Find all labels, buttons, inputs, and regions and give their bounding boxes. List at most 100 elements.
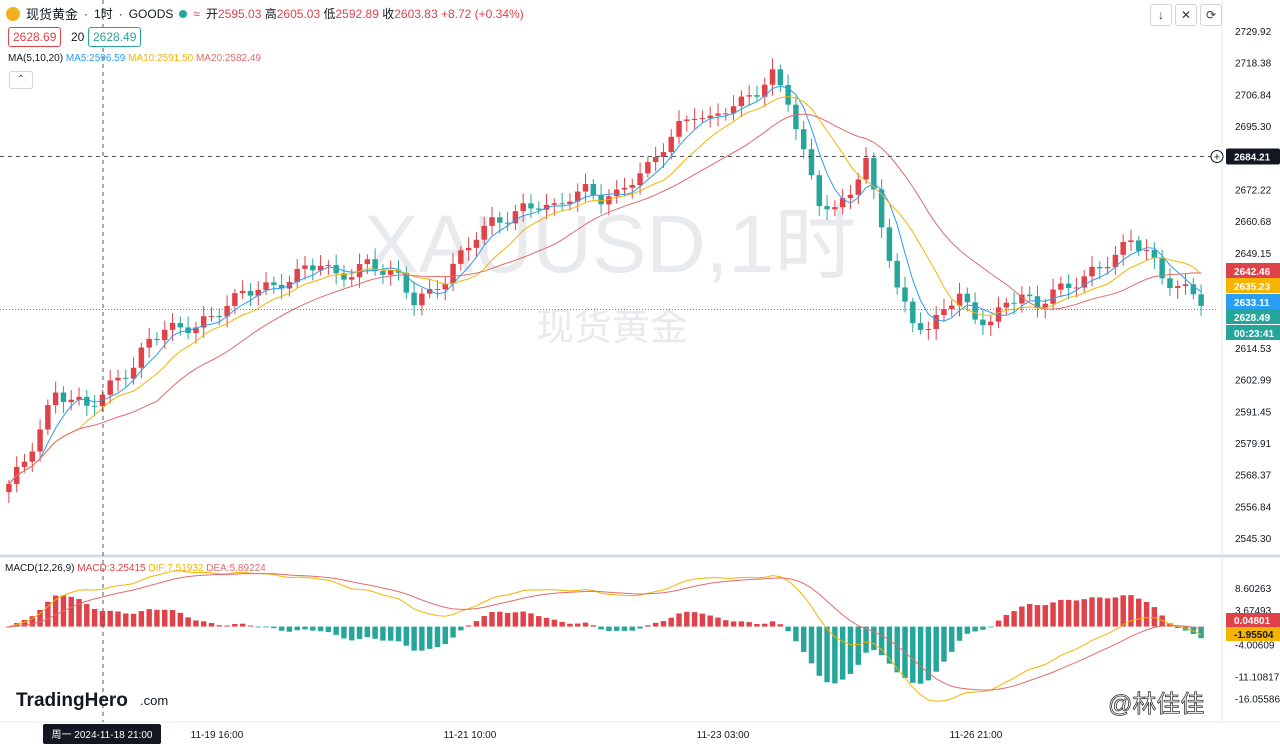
candle-body	[349, 277, 355, 280]
macd-histogram-bar	[606, 626, 612, 631]
candle-body	[341, 273, 347, 280]
macd-histogram-bar	[691, 612, 698, 627]
candle-body	[987, 321, 994, 326]
macd-histogram-bar	[1112, 597, 1119, 627]
macd-histogram-bar	[1198, 626, 1204, 639]
candle-body	[871, 158, 877, 190]
candle-body	[847, 194, 854, 199]
candle-body	[754, 95, 760, 97]
macd-histogram-bar	[1089, 597, 1095, 627]
ma-legend: MA(5,10,20) MA5:2596.59 MA10:2591.50 MA2…	[8, 53, 261, 64]
macd-histogram-bar	[6, 626, 12, 628]
macd-histogram-bar	[317, 626, 324, 632]
interval-label[interactable]: 1时	[94, 7, 113, 21]
candle-body	[606, 196, 612, 205]
macd-histogram-bar	[387, 626, 394, 641]
candle-body	[1065, 283, 1072, 289]
macd-histogram-bar	[458, 626, 464, 631]
download-button[interactable]: ↓	[1150, 4, 1172, 26]
candle-body	[1175, 286, 1181, 288]
candle-body	[310, 265, 316, 271]
candle-body	[255, 289, 261, 296]
macd-histogram-bar	[1034, 605, 1041, 627]
candle-body	[668, 136, 674, 153]
macd-histogram-bar	[652, 622, 659, 627]
candle-body	[1143, 249, 1150, 251]
price-tick-label: 2660.68	[1235, 217, 1272, 228]
price-tick-label: 2545.30	[1235, 534, 1272, 545]
macd-histogram-bar	[333, 626, 339, 635]
candle-body	[395, 269, 402, 273]
buy-price-button[interactable]: 2628.49	[88, 27, 142, 47]
macd-histogram-bar	[746, 622, 752, 627]
time-tick-label: 11-23 03:00	[697, 730, 750, 741]
macd-histogram-bar	[349, 626, 355, 641]
macd-histogram-bar	[800, 626, 807, 652]
macd-histogram-bar	[130, 613, 137, 627]
macd-histogram-bar	[294, 626, 300, 631]
ma10-line	[8, 95, 1202, 485]
candle-body	[902, 287, 908, 302]
brand-logo: TradingHero	[16, 690, 128, 711]
macd-tick-label: 8.60263	[1235, 584, 1272, 595]
macd-histogram-bar	[185, 617, 191, 627]
candle-body	[941, 309, 947, 315]
price-badge-label: 2628.49	[1234, 313, 1271, 324]
candle-body	[1019, 294, 1025, 304]
macd-histogram-bar	[52, 595, 59, 627]
candle-body	[208, 316, 215, 318]
reset-chart-button[interactable]: ⟳	[1200, 4, 1222, 26]
macd-histogram-bar	[808, 626, 815, 664]
macd-histogram-bar	[489, 611, 495, 627]
macd-histogram-bar	[310, 626, 316, 631]
candle-body	[949, 305, 955, 310]
candle-body	[1081, 276, 1087, 288]
macd-histogram-bar	[426, 626, 433, 649]
candle-body	[575, 191, 581, 202]
candle-body	[590, 184, 597, 196]
macd-histogram-bar	[832, 626, 838, 684]
price-tick-label: 2591.45	[1235, 407, 1272, 418]
candle-body	[528, 203, 534, 209]
candle-body	[886, 227, 893, 261]
candle-body	[1050, 289, 1056, 304]
macd-badge	[1226, 613, 1280, 627]
macd-histogram-bar	[1073, 600, 1080, 627]
macd-histogram-bar	[613, 626, 620, 631]
collapse-legend-button[interactable]: ⌃	[9, 71, 33, 89]
candle-body	[1151, 249, 1158, 259]
collapse-pane-button[interactable]: ✕	[1175, 4, 1197, 26]
candle-body	[426, 288, 433, 294]
candle-body	[582, 184, 589, 192]
candle-body	[364, 259, 371, 265]
macd-badge-label: 0.04801	[1234, 616, 1271, 627]
macd-histogram-bar	[411, 626, 417, 651]
sell-price-button[interactable]: 2628.69	[8, 27, 62, 47]
candle-body	[504, 222, 511, 224]
macd-badge	[1226, 627, 1280, 641]
macd-histogram-bar	[473, 621, 480, 627]
macd-histogram-bar	[621, 626, 628, 631]
candle-body	[216, 316, 223, 318]
candle-body	[411, 292, 417, 306]
candle-body	[403, 272, 410, 293]
macd-histogram-bar	[528, 613, 534, 627]
crosshair-price-label: 2684.21	[1234, 153, 1271, 164]
candle-body	[777, 69, 784, 86]
candle-body	[972, 302, 978, 320]
candle-body	[793, 104, 799, 130]
macd-histogram-bar	[582, 622, 589, 627]
macd-tick-label: -11.10817	[1235, 672, 1280, 683]
candle-body	[536, 208, 542, 210]
macd-histogram-bar	[200, 621, 207, 627]
candle-body	[738, 96, 745, 107]
candle-body	[621, 187, 628, 190]
candle-body	[1128, 240, 1134, 242]
macd-histogram-bar	[707, 615, 713, 627]
macd-histogram-bar	[84, 604, 90, 627]
symbol-name[interactable]: 现货黄金	[26, 7, 79, 22]
dea-value: DEA:5.89224	[206, 563, 266, 574]
candle-body	[1058, 283, 1064, 290]
price-tick-label: 2672.22	[1235, 185, 1272, 196]
crosshair-time-label: 周一 2024-11-18 21:00	[52, 729, 153, 741]
